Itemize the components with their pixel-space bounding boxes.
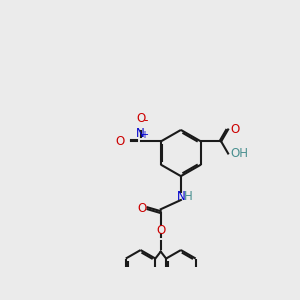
Text: O: O — [230, 123, 240, 136]
Text: OH: OH — [230, 147, 248, 160]
Text: -: - — [144, 114, 148, 127]
Text: H: H — [184, 190, 192, 203]
Text: N: N — [136, 127, 145, 140]
Text: O: O — [116, 135, 125, 148]
Text: O: O — [136, 112, 145, 124]
Text: +: + — [140, 130, 148, 140]
Text: O: O — [156, 224, 165, 237]
Text: O: O — [137, 202, 147, 215]
Text: N: N — [176, 190, 185, 203]
